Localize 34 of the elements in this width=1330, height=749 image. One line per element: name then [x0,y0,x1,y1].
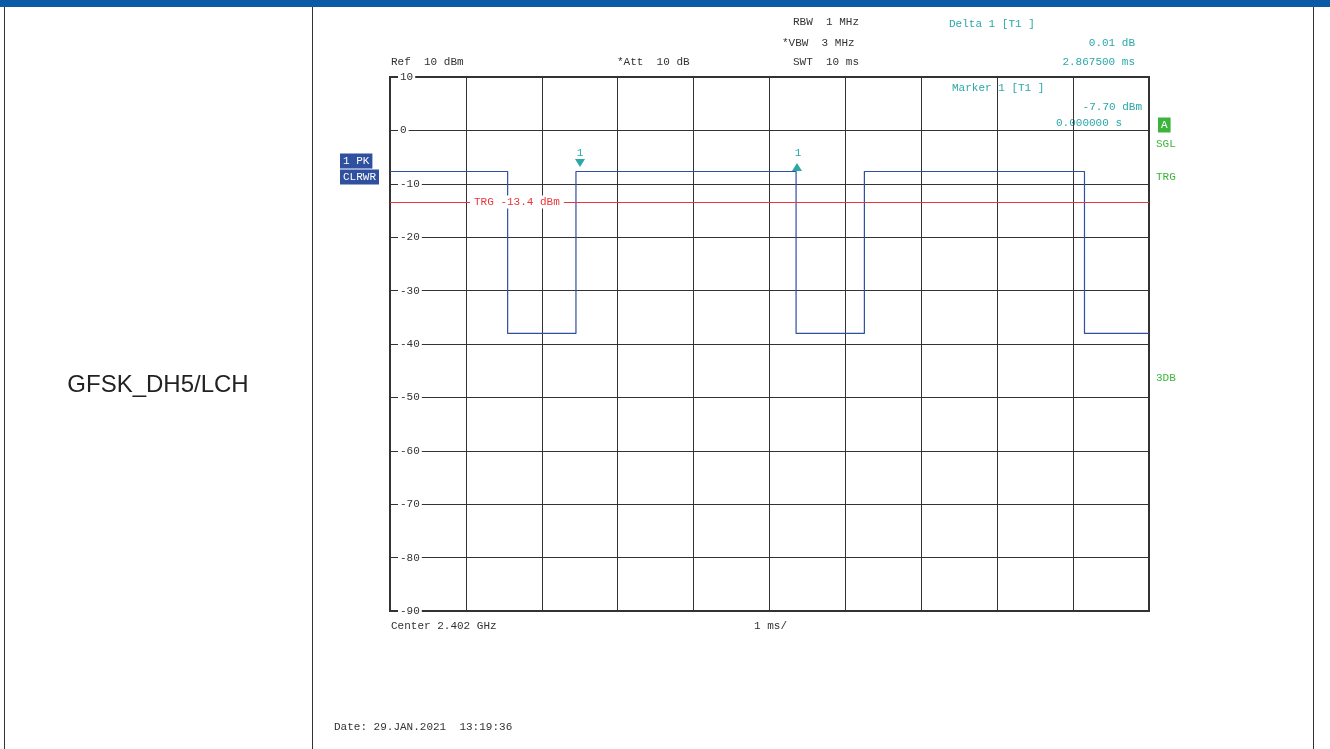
text: 1 ms/ [754,620,788,632]
y-tick-label: -20 [400,231,420,244]
text: GFSK_DH5/LCH [66,370,250,398]
text: 3DB [1156,372,1177,384]
text: *VBW 3 MHz [782,37,855,49]
text: TRG [1156,171,1176,183]
y-tick-label: -70 [400,498,420,511]
text: Delta 1 [T1 ] [949,18,1035,30]
y-tick-label: -80 [400,551,420,564]
text: SWT 10 ms [793,56,860,68]
text: *Att 10 dB [617,56,691,68]
text: 0.01 dB [1088,37,1136,49]
annotation: -7.70 dBm [1082,101,1143,113]
annotation: 1 [794,147,802,159]
text: RBW 1 MHz [793,16,860,28]
y-tick-label: -50 [400,391,420,404]
y-tick-label: -40 [400,338,420,350]
text: A [1161,119,1168,131]
text: 2.867500 ms [1062,56,1135,68]
text: SGL [1156,138,1176,150]
text: 1 PK [343,155,370,167]
y-tick-label: -60 [400,444,420,457]
text: Center 2.402 GHz [391,620,497,632]
y-tick-label: -30 [400,284,420,297]
text: Ref 10 dBm [391,56,465,68]
text: CLRWR [343,171,377,183]
annotation: 1 [576,147,584,159]
y-tick-label: -90 [400,605,420,617]
y-tick-label: 0 [400,124,407,137]
annotation: Marker 1 [T1 ] [952,82,1045,94]
y-tick-label: -10 [400,177,420,190]
text: Date: 29.JAN.2021 13:19:36 [334,721,513,733]
ref-line-label: TRG -13.4 dBm [474,195,561,208]
y-tick-label: 10 [400,71,414,83]
